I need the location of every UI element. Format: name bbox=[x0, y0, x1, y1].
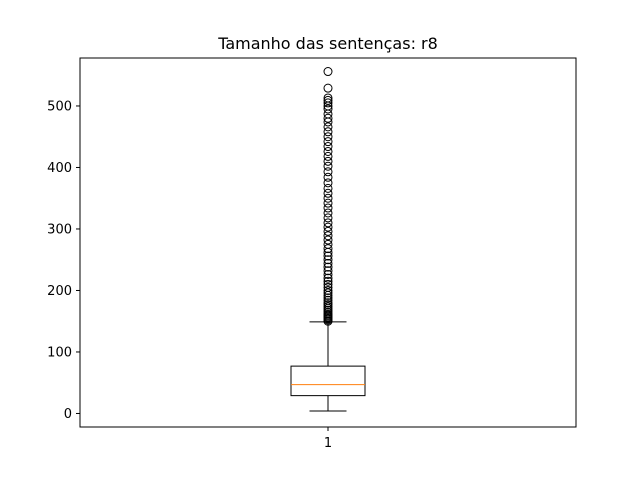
outlier-point bbox=[323, 122, 333, 132]
outlier-point bbox=[323, 255, 333, 265]
outlier-point bbox=[323, 213, 333, 223]
outlier-point bbox=[323, 167, 333, 177]
outlier-point bbox=[323, 151, 333, 161]
y-tick-label: 100 bbox=[47, 345, 72, 360]
outlier-point bbox=[323, 262, 333, 272]
outlier-point bbox=[323, 279, 333, 289]
outlier-point bbox=[323, 198, 333, 208]
outlier-point bbox=[323, 251, 333, 261]
outlier-point bbox=[323, 266, 333, 276]
outlier-point bbox=[323, 222, 333, 232]
y-tick-label: 0 bbox=[64, 407, 72, 422]
outlier-points bbox=[323, 67, 333, 326]
outlier-point bbox=[323, 285, 333, 295]
iqr-box bbox=[290, 365, 366, 397]
outlier-point bbox=[323, 178, 333, 188]
outlier-point bbox=[323, 132, 333, 142]
outlier-point bbox=[323, 295, 333, 305]
outlier-point bbox=[323, 83, 333, 93]
outlier-point bbox=[323, 208, 333, 218]
outlier-point bbox=[323, 172, 333, 182]
outlier-point bbox=[323, 282, 333, 292]
outlier-point bbox=[323, 226, 333, 236]
y-tick-label: 200 bbox=[47, 284, 72, 299]
outlier-point bbox=[323, 239, 333, 249]
outlier-point bbox=[323, 231, 333, 241]
outlier-point bbox=[323, 193, 333, 203]
outlier-point bbox=[323, 137, 333, 147]
outlier-point bbox=[323, 298, 333, 308]
outlier-point bbox=[323, 127, 333, 137]
outlier-point bbox=[323, 269, 333, 279]
outlier-point bbox=[323, 276, 333, 286]
y-axis: 0 100 200 300 400 500 bbox=[47, 99, 80, 422]
outlier-point bbox=[323, 203, 333, 213]
y-tick-label: 500 bbox=[47, 99, 72, 114]
y-tick-label: 300 bbox=[47, 222, 72, 237]
chart-title: Tamanho das sentenças: r8 bbox=[217, 34, 438, 53]
box-series bbox=[290, 321, 366, 412]
outlier-point bbox=[323, 183, 333, 193]
outlier-point bbox=[323, 104, 333, 114]
outlier-point bbox=[323, 218, 333, 228]
outlier-point bbox=[323, 288, 333, 298]
outlier-point bbox=[323, 95, 333, 105]
outlier-point bbox=[323, 146, 333, 156]
outlier-point bbox=[323, 67, 333, 77]
outlier-point bbox=[323, 293, 333, 303]
x-axis: 1 bbox=[324, 427, 332, 451]
outlier-point bbox=[323, 244, 333, 254]
x-tick-label: 1 bbox=[324, 436, 332, 451]
outlier-point bbox=[323, 113, 333, 123]
outlier-point bbox=[323, 156, 333, 166]
outlier-point bbox=[323, 258, 333, 268]
outlier-point bbox=[323, 273, 333, 283]
outlier-point bbox=[323, 235, 333, 245]
outlier-point bbox=[323, 98, 333, 108]
outlier-point bbox=[323, 188, 333, 198]
outlier-point bbox=[323, 142, 333, 152]
y-tick-label: 400 bbox=[47, 161, 72, 176]
outlier-point bbox=[323, 161, 333, 171]
outlier-point bbox=[323, 93, 333, 103]
